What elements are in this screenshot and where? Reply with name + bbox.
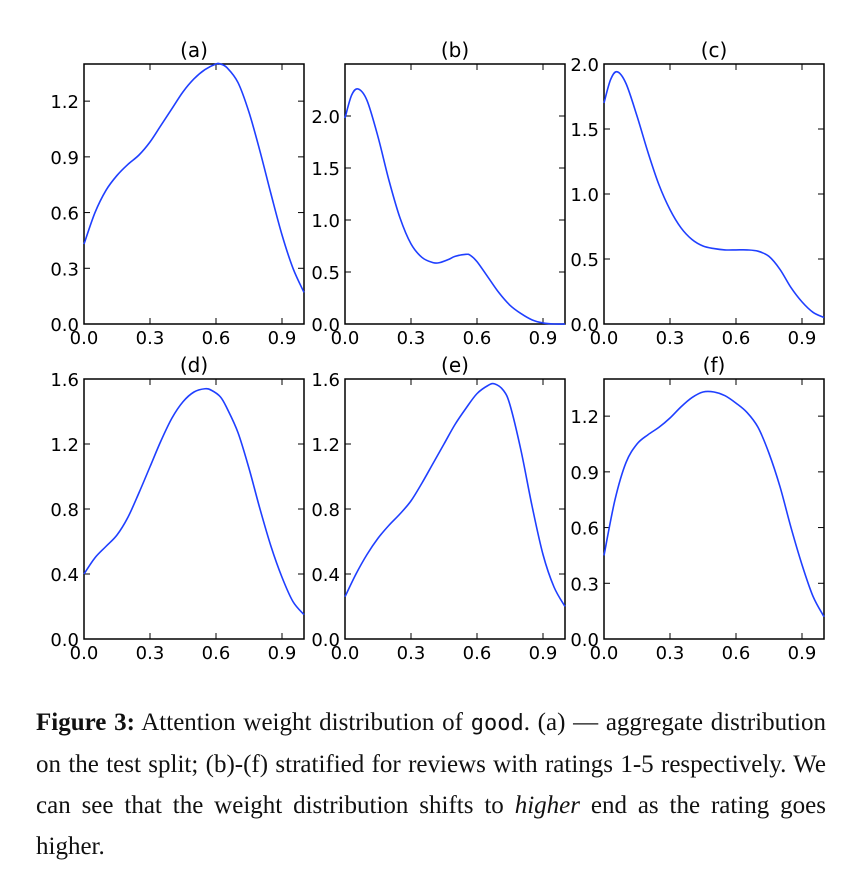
- y-tick-label: 0.0: [570, 630, 599, 651]
- subplot-title: (b): [441, 38, 469, 62]
- x-tick-label: 0.0: [70, 328, 99, 349]
- axes-frame: [344, 63, 566, 325]
- subplot-6: (f) 0.0 0.3 0.6 0.9 0.0 0.3 0.6 0.9 1.2: [570, 353, 825, 664]
- subplot-3: (c) 0.0 0.3 0.6 0.9 0.0 0.5 1.0 1.5 2.0: [570, 38, 825, 349]
- subplot-title: (e): [441, 353, 469, 377]
- distribution-line: [344, 382, 566, 607]
- x-tick-label: 0.6: [463, 328, 492, 349]
- y-tick-label: 1.0: [311, 211, 340, 232]
- x-tick-label: 0.0: [590, 328, 619, 349]
- distribution-line: [344, 87, 566, 325]
- y-tick-label: 0.0: [570, 315, 599, 336]
- y-tick-label: 1.6: [311, 370, 340, 391]
- subplot-title: (c): [701, 38, 728, 62]
- y-tick-label: 0.0: [50, 315, 79, 336]
- axes-frame: [83, 63, 305, 325]
- y-tick-label: 0.0: [50, 630, 79, 651]
- y-tick-label: 0.5: [311, 263, 340, 284]
- x-tick-label: 0.0: [590, 643, 619, 664]
- x-tick-label: 0.3: [397, 328, 426, 349]
- y-tick-label: 1.0: [570, 185, 599, 206]
- x-tick-label: 0.3: [136, 328, 165, 349]
- x-tick-label: 0.6: [463, 643, 492, 664]
- subplot-4: (d) 0.0 0.3 0.6 0.9 0.0 0.4 0.8 1.2 1.6: [50, 353, 305, 664]
- y-tick-label: 1.5: [311, 159, 340, 180]
- caption-emphasis: higher: [514, 792, 580, 819]
- axes-frame: [603, 63, 825, 325]
- x-tick-label: 0.9: [268, 643, 297, 664]
- y-tick-label: 1.2: [50, 435, 79, 456]
- y-tick-label: 0.6: [50, 204, 79, 225]
- x-tick-label: 0.3: [656, 643, 685, 664]
- caption-text-2: . (a) — aggregate distribution on the te…: [36, 709, 826, 819]
- y-tick-label: 1.2: [311, 435, 340, 456]
- y-tick-label: 0.0: [311, 315, 340, 336]
- x-tick-label: 0.6: [202, 643, 231, 664]
- x-tick-label: 0.9: [268, 328, 297, 349]
- y-tick-label: 1.2: [50, 92, 79, 113]
- axes-frame: [83, 378, 305, 640]
- caption-text-1: Attention weight distribution of: [134, 709, 471, 736]
- y-tick-label: 0.4: [50, 565, 79, 586]
- y-tick-label: 0.4: [311, 565, 340, 586]
- y-tick-label: 0.5: [570, 250, 599, 271]
- x-tick-label: 0.6: [202, 328, 231, 349]
- figure-caption: Figure 3: Attention weight distribution …: [36, 702, 826, 867]
- y-tick-label: 0.9: [50, 148, 79, 169]
- subplot-title: (f): [703, 353, 726, 377]
- x-tick-label: 0.9: [788, 643, 817, 664]
- figure-3-chart-grid: (a) 0.0 0.3 0.6 0.9 0.0 0.3 0.6 0.9 1.2 (b) 0.0 0.3 0…: [50, 38, 825, 664]
- y-tick-label: 1.2: [570, 407, 599, 428]
- distribution-line: [83, 387, 305, 616]
- x-tick-label: 0.9: [788, 328, 817, 349]
- y-tick-label: 1.6: [50, 370, 79, 391]
- y-tick-label: 0.3: [570, 574, 599, 595]
- y-tick-label: 2.0: [570, 55, 599, 76]
- x-tick-label: 0.0: [331, 643, 360, 664]
- y-tick-label: 2.0: [311, 107, 340, 128]
- distribution-line: [83, 62, 305, 293]
- subplot-title: (a): [180, 38, 208, 62]
- subplot-2: (b) 0.0 0.3 0.6 0.9 0.0 0.5 1.0 1.5 2.0: [311, 38, 566, 349]
- x-tick-label: 0.9: [529, 643, 558, 664]
- y-tick-label: 0.0: [311, 630, 340, 651]
- caption-label: Figure 3:: [36, 709, 135, 736]
- x-tick-label: 0.0: [70, 643, 99, 664]
- x-tick-label: 0.9: [529, 328, 558, 349]
- subplot-5: (e) 0.0 0.3 0.6 0.9 0.0 0.4 0.8 1.2 1.6: [311, 353, 566, 664]
- x-tick-label: 0.3: [397, 643, 426, 664]
- y-tick-label: 1.5: [570, 120, 599, 141]
- axes-frame: [603, 378, 825, 640]
- x-tick-label: 0.0: [331, 328, 360, 349]
- y-tick-label: 0.3: [50, 259, 79, 280]
- y-tick-label: 0.9: [570, 463, 599, 484]
- caption-code-word: good: [470, 711, 524, 736]
- y-tick-label: 0.8: [50, 500, 79, 521]
- y-tick-label: 0.6: [570, 519, 599, 540]
- x-tick-label: 0.6: [722, 328, 751, 349]
- x-tick-label: 0.3: [656, 328, 685, 349]
- subplot-title: (d): [180, 353, 208, 377]
- caption-text-3: end as the rating goes higher.: [36, 792, 826, 860]
- subplot-1: (a) 0.0 0.3 0.6 0.9 0.0 0.3 0.6 0.9 1.2: [50, 38, 305, 349]
- x-tick-label: 0.6: [722, 643, 751, 664]
- distribution-line: [603, 390, 825, 618]
- x-tick-label: 0.3: [136, 643, 165, 664]
- distribution-line: [603, 70, 825, 319]
- y-tick-label: 0.8: [311, 500, 340, 521]
